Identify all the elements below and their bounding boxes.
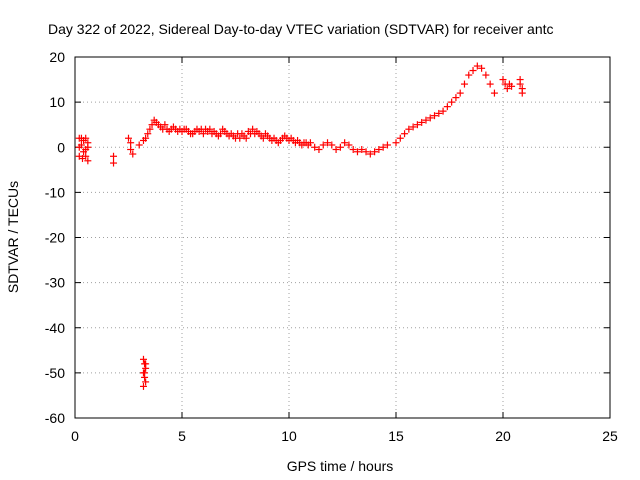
data-point (332, 146, 340, 154)
data-point (306, 139, 314, 147)
y-tick-label: 20 (49, 49, 65, 65)
points-layer (75, 62, 526, 390)
data-point (460, 80, 468, 88)
data-point (110, 159, 118, 167)
data-point (161, 121, 169, 129)
data-point (129, 150, 137, 158)
data-point (311, 143, 319, 151)
data-point (341, 139, 349, 147)
data-point (139, 382, 147, 390)
data-point (135, 141, 143, 149)
x-tick-label: 15 (388, 428, 404, 444)
data-point (518, 89, 526, 97)
x-tick-label: 25 (602, 428, 618, 444)
data-point (236, 134, 244, 142)
data-point (401, 130, 409, 138)
y-tick-label: -40 (45, 320, 65, 336)
y-tick-label: 10 (49, 94, 65, 110)
data-point (328, 141, 336, 149)
data-point (490, 89, 498, 97)
data-point (508, 82, 516, 90)
data-point (405, 125, 413, 133)
data-point (465, 71, 473, 79)
data-point (435, 109, 443, 117)
data-point (84, 157, 92, 165)
data-point (439, 107, 447, 115)
data-point (473, 62, 481, 70)
data-point (315, 146, 323, 154)
y-tick-label: -60 (45, 410, 65, 426)
x-tick-label: 5 (178, 428, 186, 444)
data-point (516, 76, 524, 84)
data-point (499, 76, 507, 84)
y-tick-label: -20 (45, 230, 65, 246)
data-point (142, 360, 150, 368)
data-point (242, 134, 250, 142)
x-tick-label: 10 (281, 428, 297, 444)
y-axis-title: SDTVAR / TECUs (5, 181, 21, 293)
data-point (82, 134, 90, 142)
data-point (148, 121, 156, 129)
data-point (379, 143, 387, 151)
data-point (82, 152, 90, 160)
y-tick-label: 0 (57, 139, 65, 155)
data-point (482, 71, 490, 79)
data-point (371, 148, 379, 156)
data-point (206, 125, 214, 133)
data-point (456, 89, 464, 97)
x-axis-title: GPS time / hours (287, 458, 394, 474)
data-point (127, 146, 135, 154)
data-point (478, 64, 486, 72)
data-point (409, 123, 417, 131)
data-point (146, 125, 154, 133)
data-point (358, 146, 366, 154)
data-point (392, 139, 400, 147)
data-point (259, 134, 267, 142)
y-tick-label: -50 (45, 365, 65, 381)
data-point (503, 85, 511, 93)
data-point (366, 150, 374, 158)
data-point (443, 103, 451, 111)
data-point (396, 134, 404, 142)
data-point (345, 141, 353, 149)
data-point (142, 134, 150, 142)
data-point (141, 369, 149, 377)
data-point (349, 146, 357, 154)
y-tick-label: -30 (45, 275, 65, 291)
chart-title: Day 322 of 2022, Sidereal Day-to-day VTE… (48, 21, 554, 37)
data-point (324, 139, 332, 147)
data-point (431, 112, 439, 120)
data-point (249, 125, 257, 133)
x-tick-label: 20 (495, 428, 511, 444)
data-point (319, 141, 327, 149)
data-point (127, 139, 135, 147)
data-point (353, 148, 361, 156)
x-tick-label: 0 (71, 428, 79, 444)
data-point (77, 141, 85, 149)
data-point (426, 114, 434, 122)
data-point (469, 67, 477, 75)
data-point (336, 143, 344, 151)
data-point (144, 130, 152, 138)
data-point (125, 134, 132, 142)
data-point (452, 94, 460, 102)
data-point (422, 116, 430, 124)
data-point (217, 130, 225, 138)
data-point (448, 98, 456, 106)
data-point (413, 121, 421, 129)
data-point (199, 130, 207, 138)
data-point (362, 148, 370, 156)
data-point (110, 152, 118, 160)
data-point (375, 146, 383, 154)
data-point (486, 80, 494, 88)
grid-layer (75, 57, 610, 418)
data-point (84, 143, 92, 151)
ticks-layer: 0 5 10 15 20 25 -60 -50 -40 -30 -20 -10 0 10 20 (45, 49, 618, 444)
data-point (139, 355, 147, 363)
data-point (142, 378, 150, 386)
y-tick-label: -10 (45, 184, 65, 200)
data-point (418, 118, 426, 126)
data-point (383, 141, 391, 149)
